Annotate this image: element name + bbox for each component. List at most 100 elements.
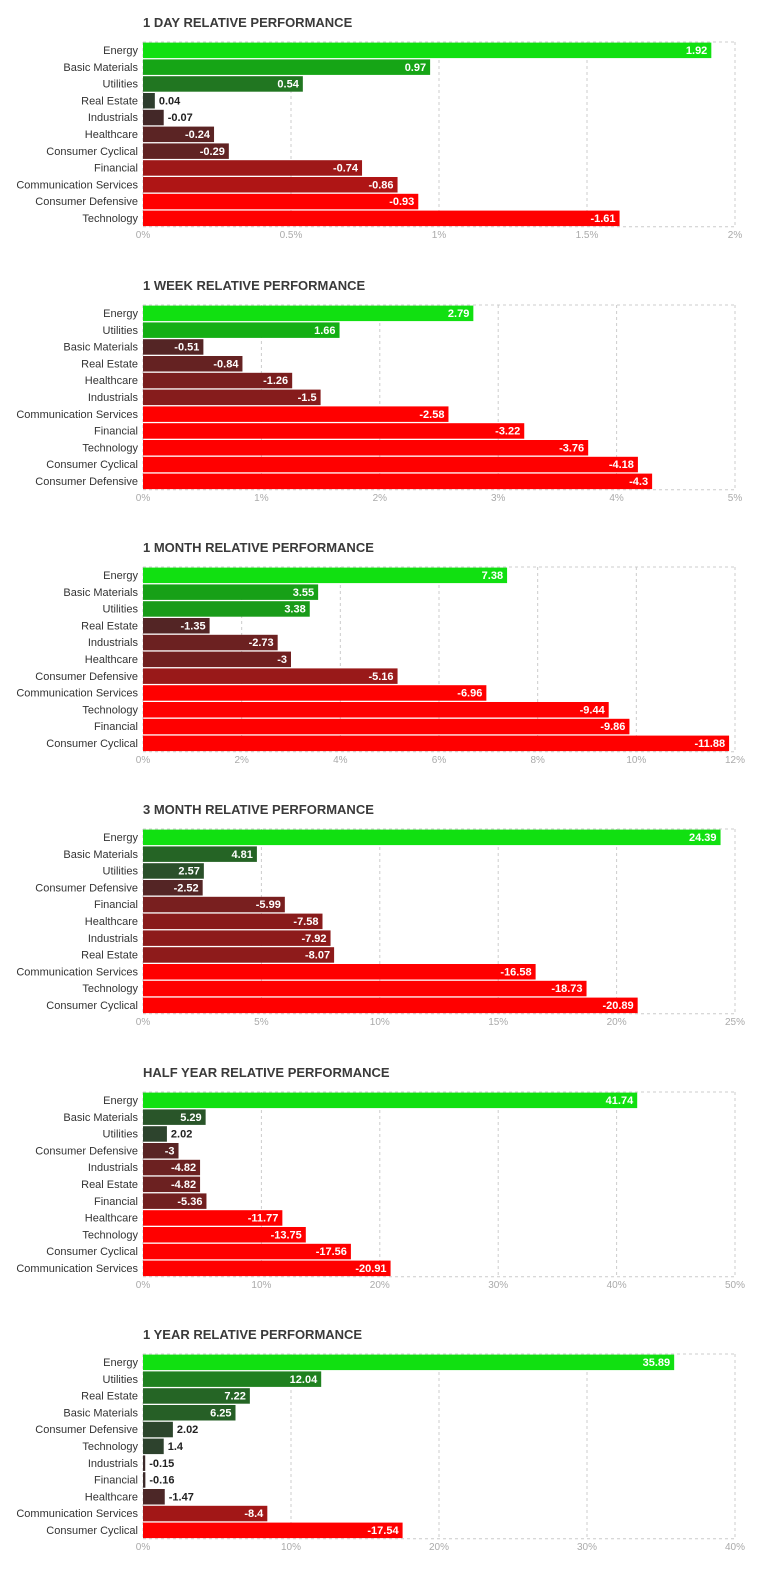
value-label: -0.16 <box>149 1475 174 1487</box>
category-label: Communication Services <box>16 1508 138 1520</box>
value-label: -16.58 <box>500 966 531 978</box>
category-label: Financial <box>94 1475 138 1487</box>
value-label: 1.92 <box>686 45 707 57</box>
bar <box>143 618 210 634</box>
value-label: -7.92 <box>301 933 326 945</box>
bar <box>143 913 323 930</box>
chart-title: 1 MONTH RELATIVE PERFORMANCE <box>143 540 374 555</box>
x-tick-label: 0% <box>136 1542 151 1553</box>
x-tick-label: 2% <box>373 493 388 504</box>
value-label: -0.51 <box>174 342 199 354</box>
value-label: 7.22 <box>224 1391 245 1403</box>
x-tick-label: 8% <box>530 755 545 766</box>
value-label: 12.04 <box>290 1374 318 1386</box>
x-tick-label: 15% <box>488 1017 508 1028</box>
bar <box>143 210 620 227</box>
category-label: Industrials <box>88 1458 139 1470</box>
category-label: Real Estate <box>81 95 138 107</box>
value-label: -0.07 <box>168 112 193 124</box>
bar <box>143 1243 351 1260</box>
category-label: Healthcare <box>85 375 138 387</box>
value-label: -2.52 <box>174 882 199 894</box>
bar <box>143 1455 146 1471</box>
x-tick-label: 50% <box>725 1280 745 1291</box>
bar <box>143 1421 173 1438</box>
bar <box>143 76 303 92</box>
chart-title: 3 MONTH RELATIVE PERFORMANCE <box>143 802 374 817</box>
bar-chart-1-month: 0% 2% 4% 6% 8% 10% 12% Energy 7.38 Basic Material… <box>16 566 745 766</box>
category-label: Consumer Defensive <box>35 196 138 208</box>
value-label: -17.54 <box>367 1525 399 1537</box>
category-label: Industrials <box>88 392 139 404</box>
bar <box>143 964 536 980</box>
chart-title: 1 DAY RELATIVE PERFORMANCE <box>143 15 353 30</box>
bar <box>143 567 508 584</box>
x-tick-label: 4% <box>609 493 624 504</box>
category-label: Technology <box>82 983 138 995</box>
x-tick-label: 2% <box>728 230 743 241</box>
value-label: -9.44 <box>580 704 606 716</box>
bar <box>143 356 243 372</box>
bar <box>143 1126 167 1142</box>
bar-chart-half-year: 0% 10% 20% 30% 40% 50% Energy 41.74 Basic Materi… <box>16 1091 745 1291</box>
x-tick-label: 3% <box>491 493 506 504</box>
bar <box>143 1505 268 1522</box>
bar <box>143 930 331 946</box>
x-tick-label: 10% <box>626 755 646 766</box>
category-label: Energy <box>103 832 138 844</box>
bar <box>143 126 215 143</box>
category-label: Energy <box>103 1357 138 1369</box>
value-label: -11.88 <box>694 738 725 750</box>
x-tick-label: 20% <box>607 1017 627 1028</box>
value-label: -7.58 <box>293 916 318 928</box>
category-label: Financial <box>94 426 138 438</box>
x-tick-label: 10% <box>370 1017 390 1028</box>
bar <box>143 1260 391 1277</box>
value-label: -0.15 <box>149 1458 174 1470</box>
bar <box>143 863 204 879</box>
chart-1-month: 1 MONTH RELATIVE PERFORMANCE 0% 2% 4% 6% 8% 1… <box>0 540 779 790</box>
category-label: Technology <box>82 1229 138 1241</box>
category-label: Healthcare <box>85 916 138 928</box>
bar <box>143 473 653 490</box>
bar <box>143 668 398 684</box>
bar <box>143 372 293 389</box>
bar <box>143 1143 179 1159</box>
category-label: Energy <box>103 570 138 582</box>
value-label: 4.81 <box>231 849 252 861</box>
category-label: Consumer Cyclical <box>46 459 138 471</box>
bar <box>143 1489 165 1505</box>
value-label: -8.07 <box>305 950 330 962</box>
category-label: Technology <box>82 442 138 454</box>
x-tick-label: 4% <box>333 755 348 766</box>
value-label: -3 <box>277 654 287 666</box>
bar <box>143 305 474 322</box>
bar <box>143 143 229 159</box>
category-label: Real Estate <box>81 950 138 962</box>
value-label: -5.99 <box>256 899 281 911</box>
bar <box>143 423 525 439</box>
value-label: -3.76 <box>559 442 584 454</box>
bar <box>143 339 204 355</box>
category-label: Real Estate <box>81 1391 138 1403</box>
value-label: -4.82 <box>171 1162 196 1174</box>
value-label: -6.96 <box>457 688 482 700</box>
bar <box>143 1109 206 1125</box>
x-tick-label: 12% <box>725 755 745 766</box>
x-tick-label: 6% <box>432 755 447 766</box>
category-label: Financial <box>94 899 138 911</box>
value-label: 6.25 <box>210 1407 231 1419</box>
bar <box>143 584 319 600</box>
x-tick-label: 0% <box>136 755 151 766</box>
category-label: Basic Materials <box>63 1112 138 1124</box>
category-label: Basic Materials <box>63 342 138 354</box>
bar <box>143 846 257 862</box>
category-label: Consumer Cyclical <box>46 1000 138 1012</box>
value-label: -1.61 <box>590 213 615 225</box>
value-label: 41.74 <box>606 1095 634 1107</box>
value-label: -18.73 <box>551 983 582 995</box>
category-label: Industrials <box>88 1162 139 1174</box>
value-label: 1.4 <box>168 1441 184 1453</box>
category-label: Real Estate <box>81 358 138 370</box>
bar <box>143 42 712 59</box>
